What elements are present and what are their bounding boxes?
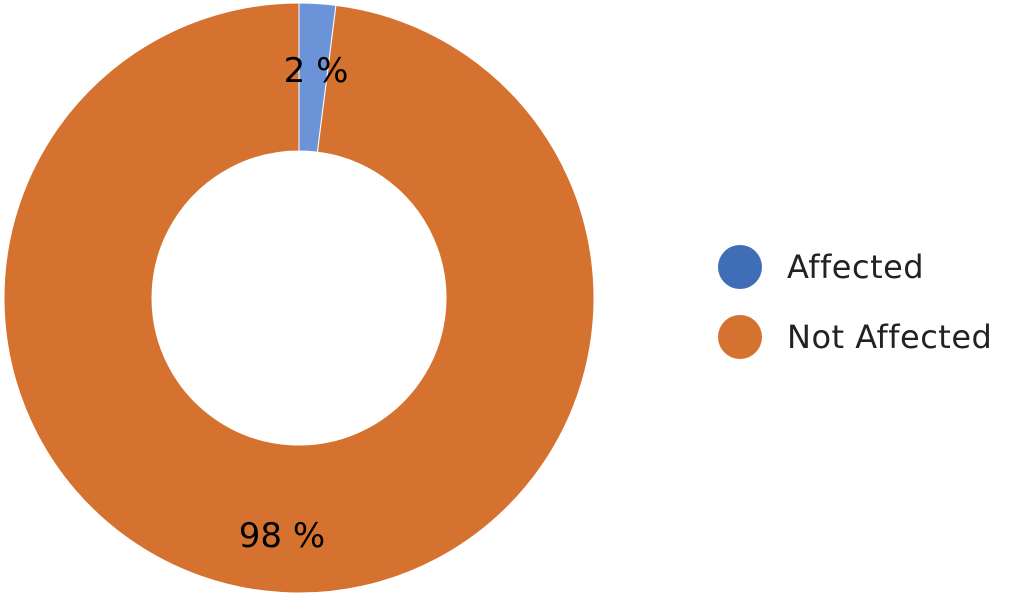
legend-label-affected: Affected [787,248,925,286]
legend-item-not-affected[interactable]: Not Affected [718,314,992,360]
data-label-affected: 2 % [284,51,349,91]
donut-slices [3,2,595,594]
slice-not-affected[interactable] [3,2,595,594]
chart-legend: Affected Not Affected [718,244,992,384]
legend-label-not-affected: Not Affected [787,318,993,356]
legend-item-affected[interactable]: Affected [718,244,992,290]
donut-data-labels: 2 % 98 % [239,51,349,556]
legend-swatch-not-affected [718,315,762,359]
data-label-not-affected: 98 % [239,516,325,556]
legend-swatch-affected [718,245,762,289]
